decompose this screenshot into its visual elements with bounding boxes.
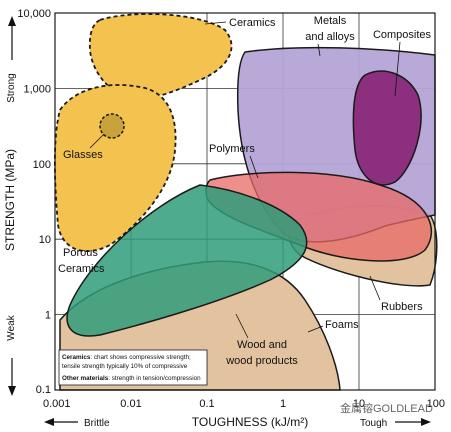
label-foams: Foams [325, 319, 359, 331]
material-regions [53, 13, 438, 391]
y-axis-note-weak: Weak [6, 314, 17, 340]
y-axis-note-strong: Strong [6, 73, 17, 102]
svg-text:Ceramics: chart shows compress: Ceramics: chart shows compressive streng… [62, 354, 191, 361]
x-axis-note-brittle: Brittle [84, 418, 110, 429]
label-metals-line2: and alloys [305, 31, 355, 43]
leader-wood [235, 313, 249, 339]
note-line1-bold: Ceramics [62, 354, 91, 361]
x-tick-label: 100 [427, 398, 445, 410]
region-porous-ceramics [53, 84, 177, 253]
leader-ceramics [204, 21, 227, 25]
note-line3-bold: Other materials [62, 375, 109, 382]
plot-frame [54, 12, 436, 391]
y-tick-label: 10,000 [17, 8, 51, 20]
label-wood-line1: Wood and [237, 339, 287, 351]
note-line1-rest: : chart shows compressive strength; [90, 354, 191, 361]
region-composites [352, 70, 422, 186]
label-metals-line1: Metals [314, 15, 347, 27]
x-tick-label: 10 [353, 398, 365, 410]
leader-metals [317, 43, 321, 57]
label-rubbers: Rubbers [381, 301, 423, 313]
x-axis-title: TOUGHNESS (kJ/m²) [192, 415, 308, 429]
x-axis-arrows [44, 418, 431, 426]
label-composites: Composites [373, 29, 432, 41]
y-tick-label: 1,000 [23, 83, 51, 95]
y-tick-label: 10 [39, 234, 51, 246]
note-line3-rest: : strength in tension/compression [108, 375, 201, 382]
region-glasses [99, 113, 125, 139]
y-axis-arrows [8, 16, 16, 396]
label-porous-line1: Porous [63, 247, 98, 259]
region-labels: Ceramics Metals and alloys Composites Gl… [58, 15, 432, 367]
leader-foams [307, 325, 324, 333]
note-line2: tensile strength typically 10% of compre… [62, 363, 188, 370]
watermark: 金属镕GOLDLEAD [340, 401, 433, 415]
y-tick-label: 0.1 [36, 384, 51, 396]
x-tick-label: 0.01 [120, 398, 141, 410]
region-ceramics [88, 13, 233, 101]
y-tick-label: 100 [33, 159, 51, 171]
x-tick-label: 0.001 [43, 398, 71, 410]
label-porous-line2: Ceramics [58, 263, 105, 275]
svg-text:Other materials: strength in t: Other materials: strength in tension/com… [62, 375, 201, 382]
y-tick-label: 1 [45, 310, 51, 322]
x-tick-labels: 0.001 0.01 0.1 1 10 100 [43, 398, 445, 410]
label-polymers: Polymers [209, 143, 255, 155]
x-tick-label: 1 [280, 398, 286, 410]
label-wood-line2: wood products [225, 355, 298, 367]
label-ceramics: Ceramics [229, 17, 276, 29]
region-polymers-green [66, 184, 308, 337]
y-axis-title: STRENGTH (MPa) [3, 149, 17, 251]
leader-composites [394, 41, 401, 97]
y-tick-labels: 0.1 1 10 100 1,000 10,000 [17, 8, 51, 396]
x-tick-label: 0.1 [199, 398, 214, 410]
x-axis-note-tough: Tough [360, 418, 387, 429]
leader-polymers [249, 155, 259, 179]
leader-rubbers [369, 275, 381, 301]
note-box: Ceramics: chart shows compressive streng… [58, 349, 208, 386]
label-glasses: Glasses [63, 149, 103, 161]
leader-glasses [89, 133, 105, 149]
